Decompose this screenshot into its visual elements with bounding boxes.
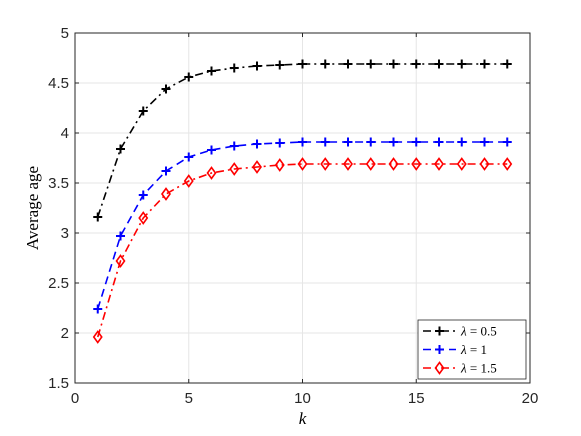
data-point-marker [297, 157, 308, 171]
y-tick-label: 2.5 [48, 275, 69, 292]
data-point-marker [161, 84, 171, 94]
x-axis-label: k [299, 409, 307, 428]
data-point-marker [207, 66, 216, 76]
data-point-marker [480, 137, 489, 147]
series-2 [93, 137, 512, 314]
data-point-marker [411, 59, 421, 69]
data-point-marker [457, 59, 467, 69]
legend-entry: λ = 1 [423, 342, 487, 357]
y-tick-label: 3.5 [48, 175, 69, 192]
data-point-marker [183, 174, 194, 188]
data-point-marker [389, 59, 398, 69]
data-point-marker [456, 157, 467, 171]
x-tick-label: 5 [185, 390, 193, 407]
data-point-marker [343, 157, 353, 171]
y-tick-label: 1.5 [48, 375, 69, 392]
data-point-marker [229, 63, 239, 73]
data-point-marker [206, 166, 217, 180]
data-point-marker [298, 137, 307, 147]
data-point-marker [411, 157, 422, 171]
data-point-marker [184, 72, 194, 82]
data-point-marker [320, 137, 330, 147]
data-point-marker [502, 59, 512, 69]
series-3 [92, 157, 513, 344]
data-point-marker [252, 160, 262, 174]
data-point-marker [388, 157, 399, 171]
data-point-marker [434, 137, 444, 147]
data-point-marker [116, 144, 125, 154]
data-point-marker [138, 211, 149, 225]
series-1 [93, 59, 512, 222]
data-point-marker [389, 137, 398, 147]
data-point-marker [343, 59, 353, 69]
data-point-marker [366, 137, 376, 147]
legend-label: λ = 1 [460, 342, 487, 357]
axis-ticks: 0 5 10 15 20 1.5 2 2.5 3 3.5 4 4.5 5 [48, 25, 538, 407]
data-point-marker [252, 61, 262, 71]
legend-entry: λ = 0.5 [423, 324, 497, 339]
data-point-marker [207, 145, 216, 155]
legend-label: λ = 1.5 [460, 361, 497, 376]
data-point-marker [411, 137, 421, 147]
data-point-marker [229, 162, 240, 176]
x-tick-label: 0 [71, 390, 79, 407]
legend-label: λ = 0.5 [460, 324, 497, 339]
series-line [96, 163, 508, 338]
data-point-marker [480, 59, 489, 69]
data-point-marker [116, 231, 125, 241]
data-point-marker [434, 59, 444, 69]
x-tick-label: 20 [522, 390, 539, 407]
data-point-marker [161, 187, 171, 201]
data-point-marker [138, 190, 148, 200]
data-point-marker [320, 59, 330, 69]
y-tick-label: 2 [61, 325, 69, 342]
data-point-marker [274, 158, 285, 172]
y-tick-label: 4 [61, 125, 69, 142]
data-point-marker [457, 137, 467, 147]
data-point-marker [184, 152, 194, 162]
y-tick-label: 5 [61, 25, 69, 42]
data-point-marker [93, 304, 103, 314]
data-point-marker [115, 254, 126, 268]
data-point-marker [502, 137, 512, 147]
x-tick-label: 15 [408, 390, 425, 407]
legend-marker-sample [434, 361, 445, 375]
legend-marker-sample [435, 345, 444, 354]
series-group [92, 59, 513, 344]
data-point-marker [275, 138, 285, 148]
data-point-marker [229, 141, 239, 151]
data-point-marker [479, 157, 490, 171]
y-tick-label: 3 [61, 225, 69, 242]
y-tick-label: 4.5 [48, 75, 69, 92]
data-point-marker [343, 137, 353, 147]
data-point-marker [138, 106, 148, 116]
y-axis-label: Average age [23, 166, 42, 250]
legend-entry: λ = 1.5 [423, 361, 497, 376]
data-point-marker [320, 157, 331, 171]
data-point-marker [502, 157, 513, 171]
data-point-marker [161, 166, 171, 176]
data-point-marker [434, 157, 444, 171]
legend-marker-sample [435, 326, 444, 336]
data-point-marker [252, 139, 262, 149]
data-point-marker [92, 330, 103, 344]
data-point-marker [298, 59, 307, 69]
x-tick-label: 10 [294, 390, 311, 407]
data-point-marker [365, 157, 376, 171]
data-point-marker [93, 212, 103, 222]
legend: λ = 0.5 λ = 1 λ = 1.5 [417, 319, 527, 380]
data-point-marker [275, 60, 285, 70]
data-point-marker [366, 59, 376, 69]
